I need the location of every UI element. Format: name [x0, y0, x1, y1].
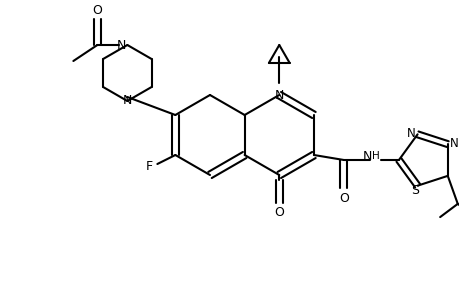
Text: O: O: [92, 4, 102, 16]
Text: H: H: [371, 151, 379, 161]
Text: F: F: [146, 160, 152, 173]
Text: N: N: [123, 94, 132, 107]
Text: N: N: [117, 38, 126, 52]
Text: N: N: [406, 127, 415, 140]
Text: O: O: [338, 191, 348, 205]
Text: N: N: [363, 149, 372, 163]
Text: O: O: [274, 206, 284, 218]
Text: S: S: [411, 184, 419, 197]
Text: N: N: [274, 88, 283, 101]
Text: N: N: [448, 136, 457, 150]
